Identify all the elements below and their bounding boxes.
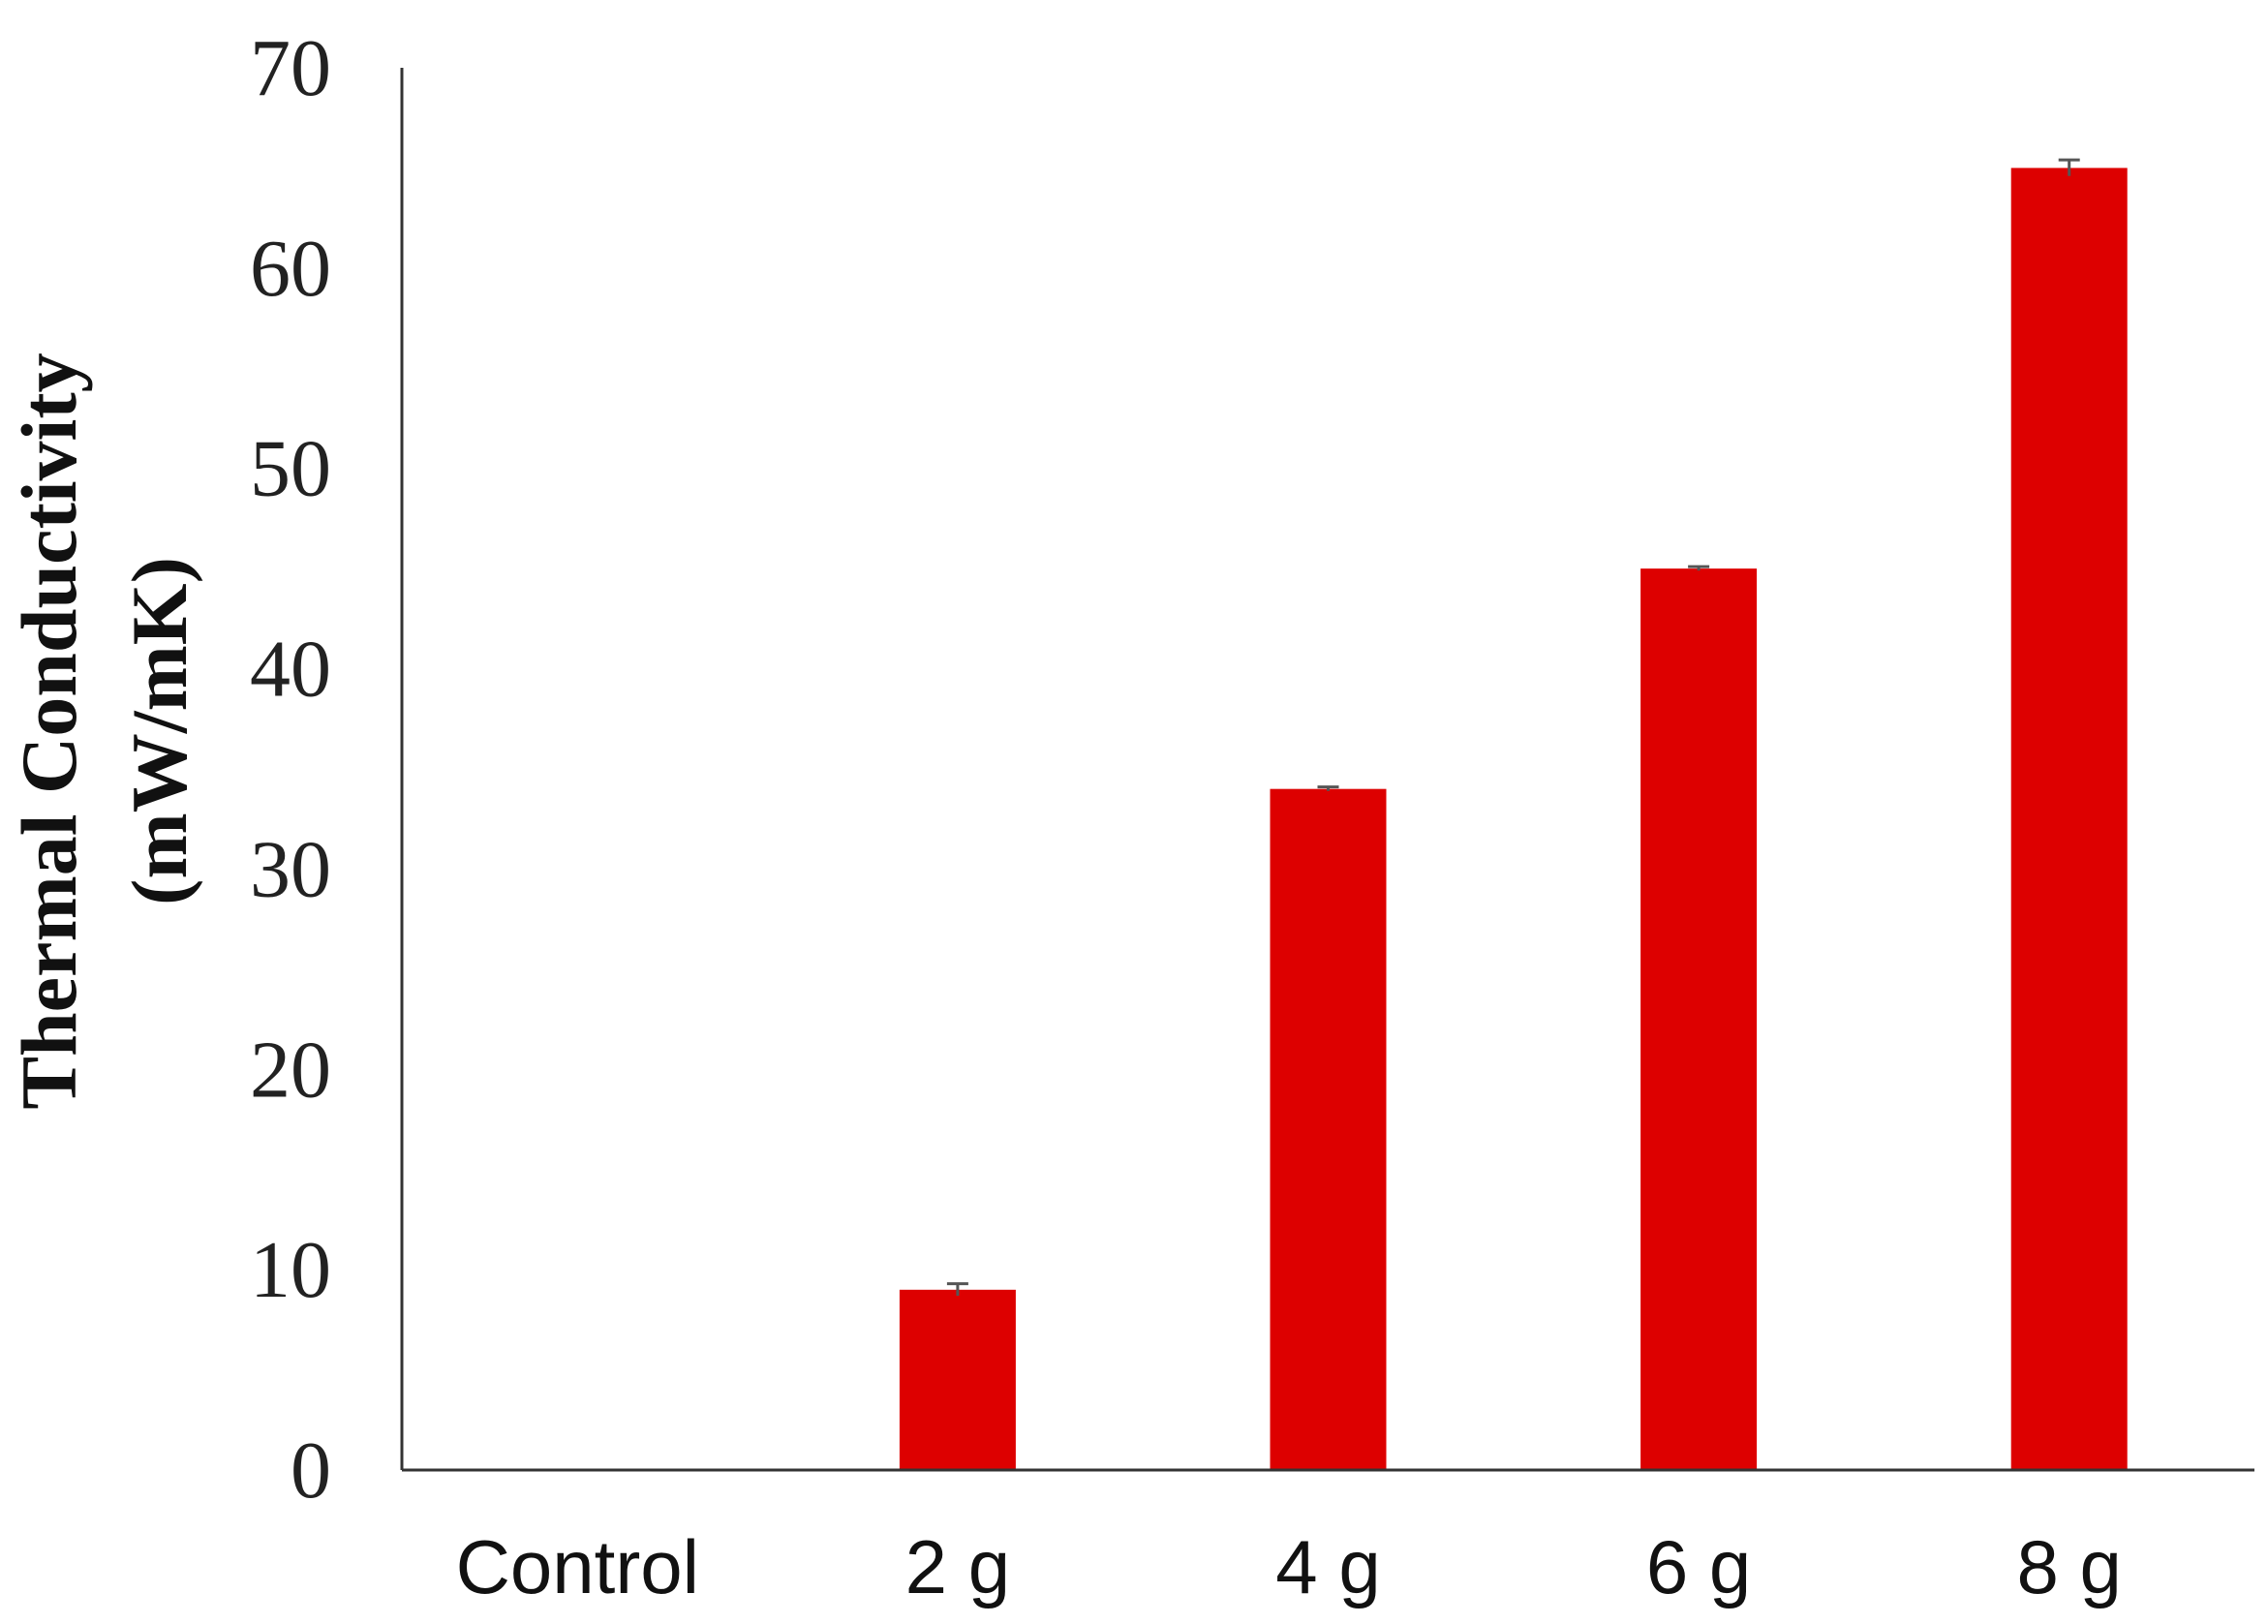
error-bar <box>1688 565 1710 571</box>
y-tick-label: 40 <box>250 625 331 715</box>
error-bars <box>946 158 2080 1297</box>
bar <box>2010 168 2128 1470</box>
x-category-label: 8 g <box>2016 1524 2121 1609</box>
y-axis-title-line-2: (mW/mK) <box>115 557 203 905</box>
error-bar <box>946 1282 968 1297</box>
bar <box>1640 568 1758 1470</box>
y-axis-title: Thermal Conductivity (mW/mK) <box>5 352 203 1109</box>
x-category-label: 4 g <box>1275 1524 1380 1609</box>
x-category-label: Control <box>456 1524 699 1609</box>
error-bar <box>1317 785 1339 791</box>
x-category-label: 6 g <box>1646 1524 1751 1609</box>
x-category-label: 2 g <box>905 1524 1010 1609</box>
y-tick-label: 0 <box>291 1425 331 1516</box>
y-tick-label: 30 <box>250 824 331 914</box>
bars <box>899 168 2128 1470</box>
y-axis-ticks: 0 10 20 30 40 50 60 70 <box>250 23 331 1516</box>
bar <box>1270 788 1387 1470</box>
y-axis-title-line-1: Thermal Conductivity <box>5 352 93 1109</box>
x-axis-categories: Control 2 g 4 g 6 g 8 g <box>456 1524 2122 1609</box>
axes <box>400 68 2254 1472</box>
y-tick-label: 70 <box>250 23 331 113</box>
error-bar <box>2058 158 2080 176</box>
y-tick-label: 50 <box>250 424 331 514</box>
y-tick-label: 60 <box>250 224 331 314</box>
y-tick-label: 10 <box>250 1225 331 1315</box>
y-tick-label: 20 <box>250 1025 331 1115</box>
bar <box>899 1289 1016 1470</box>
